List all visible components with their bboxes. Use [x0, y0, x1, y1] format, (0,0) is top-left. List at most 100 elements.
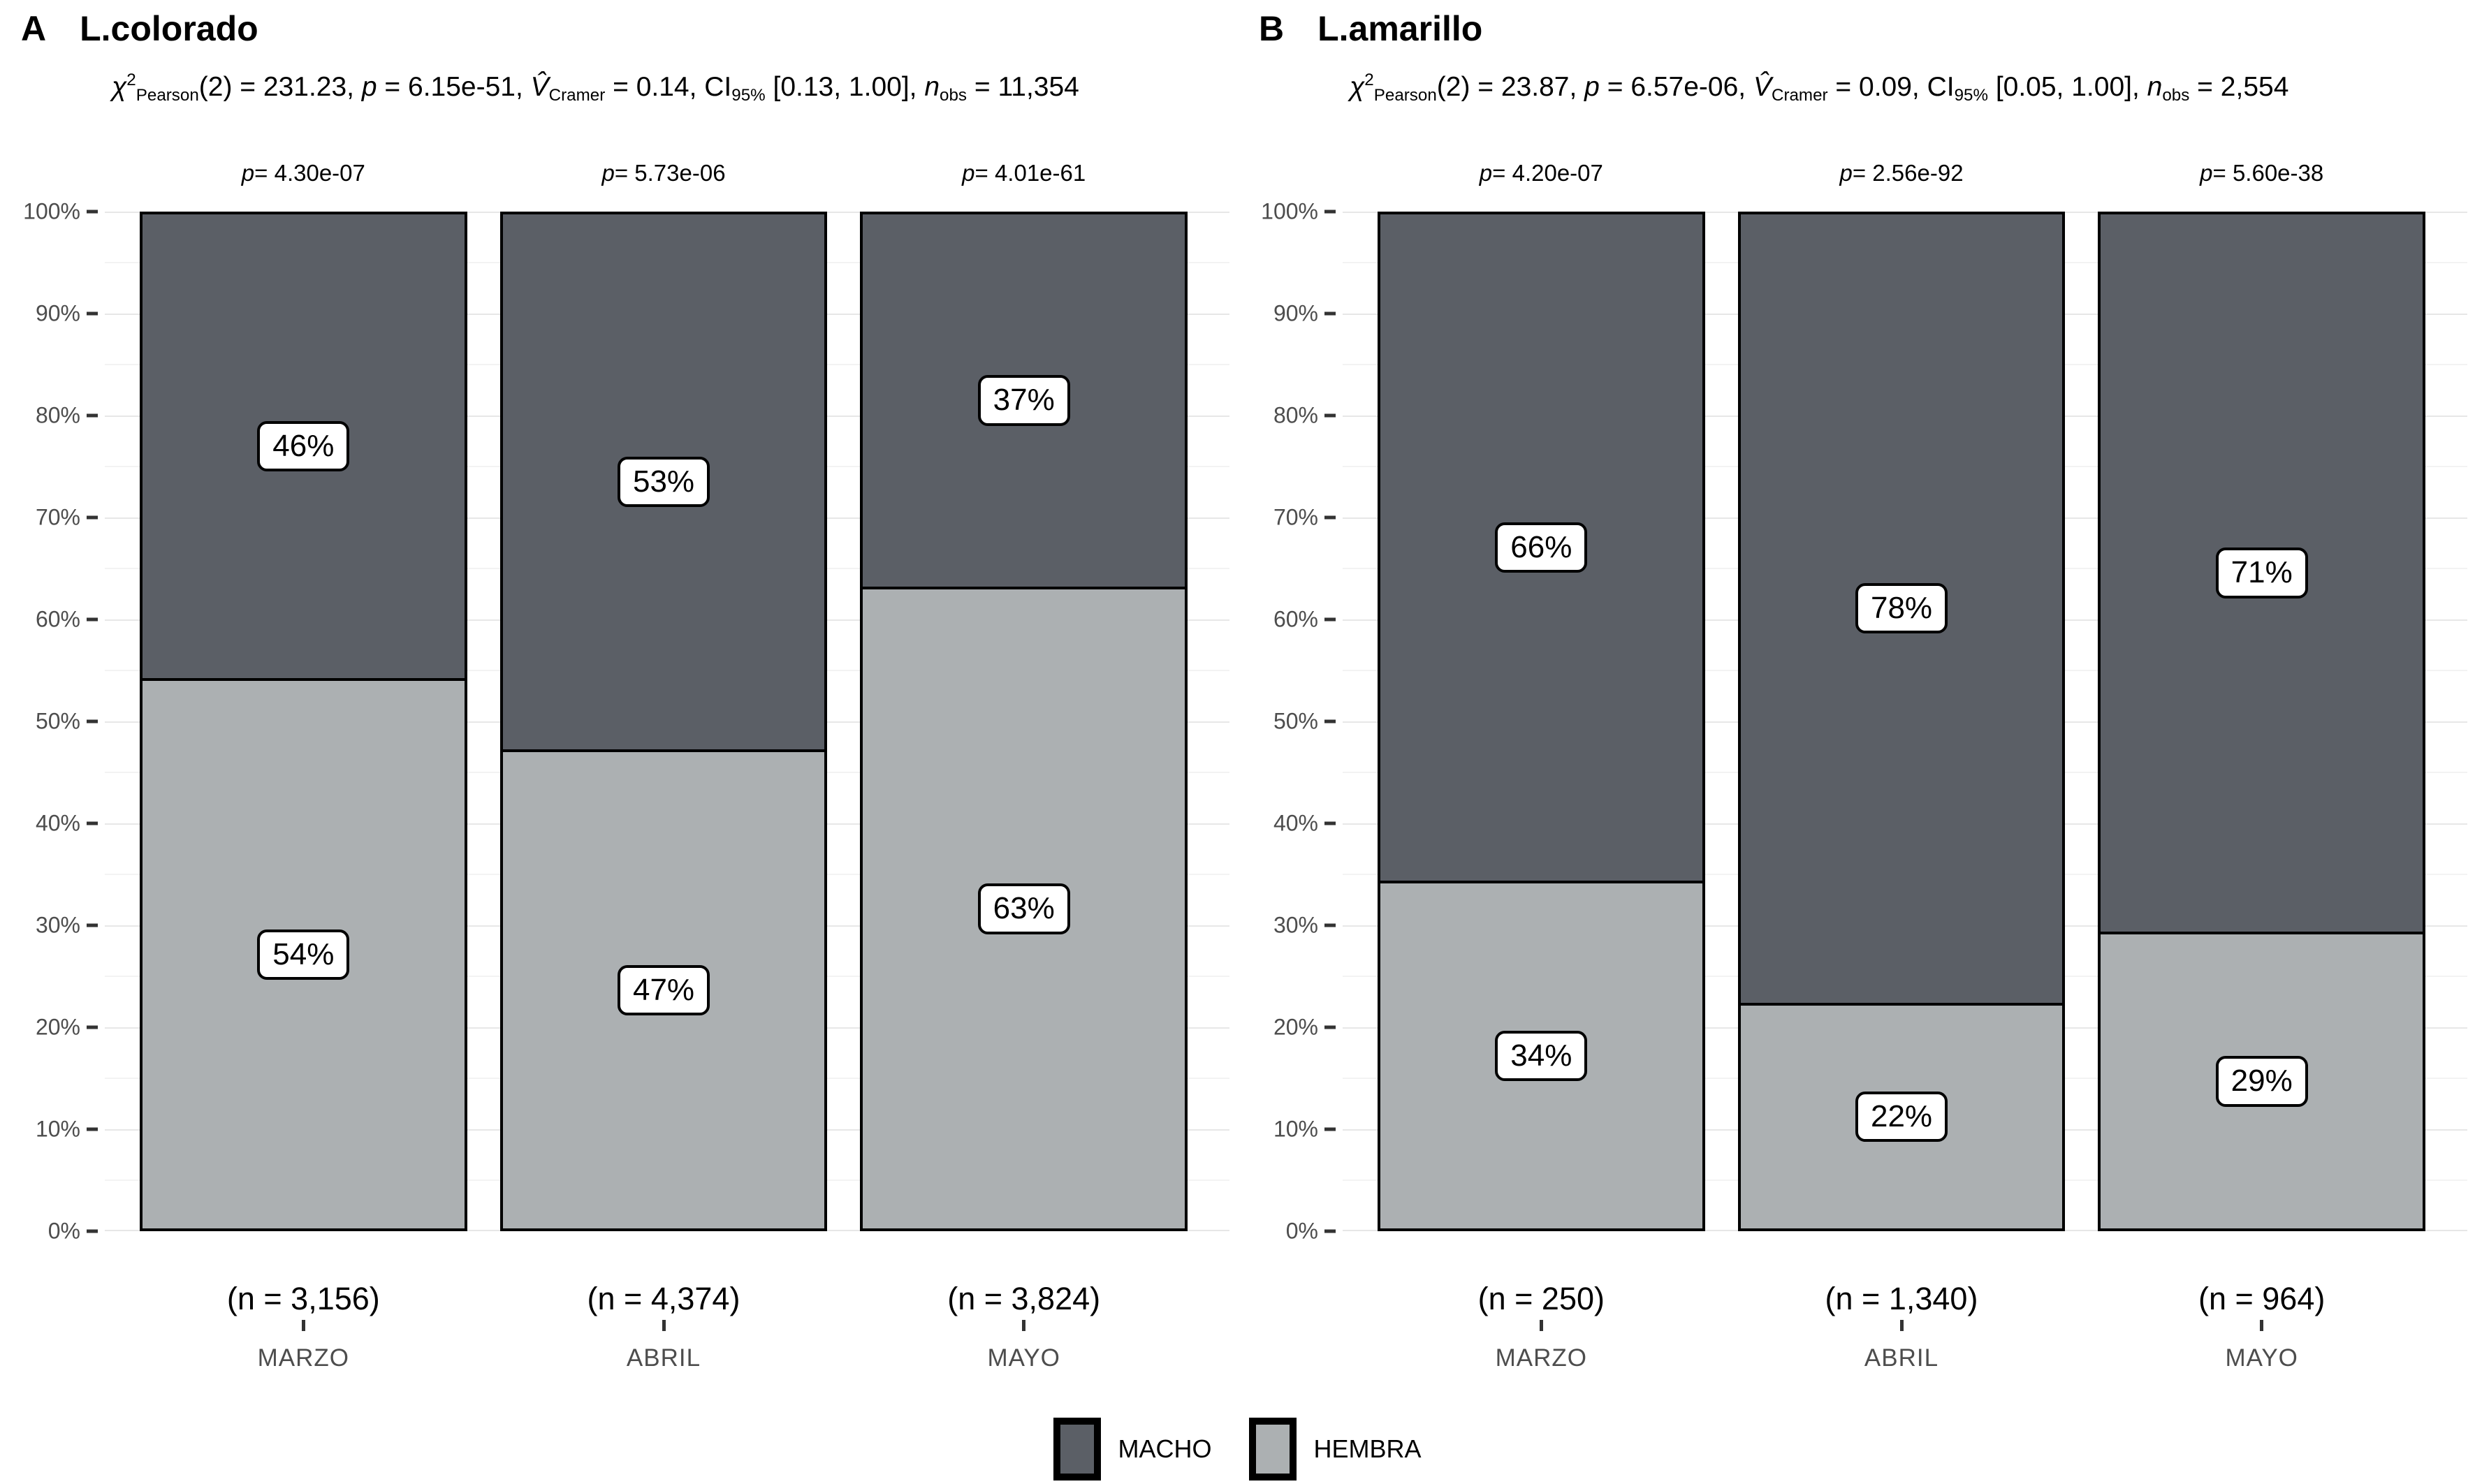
segment-macho: 78%	[1740, 214, 2063, 1006]
panel-tag-a: A	[21, 9, 47, 48]
y-axis-tick-mark	[1324, 617, 1336, 622]
y-axis-tick-mark	[87, 1127, 98, 1131]
y-tick: 0%	[1286, 1219, 1336, 1244]
stats-subtitle-a: χ2Pearson(2) = 231.23, p = 6.15e-51, V̂C…	[112, 71, 1079, 105]
y-tick: 20%	[36, 1015, 98, 1041]
y-axis-tick-label: 10%	[35, 1116, 80, 1142]
n-label: (n = 3,824)	[947, 1281, 1101, 1316]
bar-mayo: 71% 29%	[2098, 212, 2426, 1231]
y-axis-tick-mark	[87, 923, 98, 927]
x-axis-labels-b: MARZO ABRIL MAYO	[1343, 1342, 2467, 1374]
y-tick: 60%	[1273, 607, 1336, 633]
y-tick: 90%	[36, 301, 98, 327]
percent-label: 66%	[1495, 522, 1588, 573]
y-axis-tick-label: 30%	[35, 912, 80, 938]
panel-b-header: B L.amarillo	[1259, 8, 1482, 49]
p-value-annotation: p = 5.60e-38	[2200, 160, 2324, 186]
legend-item-macho: MACHO	[1053, 1418, 1211, 1481]
y-axis-tick-label: 40%	[35, 810, 80, 836]
n-label: (n = 1,340)	[1825, 1281, 1978, 1316]
y-axis-tick-mark	[87, 210, 98, 214]
x-tick	[1738, 1320, 2066, 1331]
y-tick: 40%	[1273, 811, 1336, 837]
y-axis-b: 100% 90% 80% 70% 60% 50% 40% 30% 20% 10%…	[1238, 199, 1336, 1244]
legend-swatch-macho	[1053, 1418, 1102, 1481]
y-tick: 80%	[36, 403, 98, 429]
n-labels-row-b: (n = 250) (n = 1,340) (n = 964)	[1343, 1278, 2467, 1320]
month-label: ABRIL	[626, 1344, 701, 1372]
y-axis-tick-mark	[1324, 719, 1336, 723]
y-tick: 10%	[1273, 1117, 1336, 1143]
y-axis-tick-mark	[87, 617, 98, 622]
y-axis-tick-label: 60%	[35, 606, 80, 632]
y-axis-tick-mark	[1324, 311, 1336, 316]
y-axis-tick-label: 10%	[1273, 1116, 1318, 1142]
segment-hembra: 63%	[863, 589, 1185, 1228]
month-label: MAYO	[987, 1344, 1060, 1372]
x-axis-tick-mark	[301, 1320, 305, 1331]
x-tick	[140, 1320, 467, 1331]
y-axis-tick-label: 40%	[1273, 810, 1318, 836]
n-label: (n = 4,374)	[587, 1281, 740, 1316]
y-axis-tick-label: 60%	[1273, 606, 1318, 632]
y-axis-tick-label: 0%	[1285, 1218, 1318, 1244]
month-label: MAYO	[2225, 1344, 2298, 1372]
legend: MACHO HEMBRA	[0, 1418, 2475, 1481]
x-axis-tick-mark	[662, 1320, 666, 1331]
stats-subtitle-b: χ2Pearson(2) = 23.87, p = 6.57e-06, V̂Cr…	[1350, 71, 2289, 105]
x-tick	[500, 1320, 828, 1331]
y-tick: 100%	[23, 199, 98, 225]
y-axis-tick-label: 90%	[35, 300, 80, 326]
y-axis-tick-mark	[87, 1025, 98, 1029]
y-axis-tick-mark	[1324, 923, 1336, 927]
bar-marzo: 46% 54%	[140, 212, 467, 1231]
y-axis-tick-mark	[87, 1229, 98, 1233]
y-axis-tick-mark	[87, 515, 98, 520]
month-label: MARZO	[1495, 1344, 1588, 1372]
x-axis-ticks-a	[105, 1320, 1229, 1331]
n-label: (n = 964)	[2198, 1281, 2326, 1316]
y-axis-tick-label: 50%	[1273, 708, 1318, 734]
y-tick: 20%	[1273, 1015, 1336, 1041]
y-axis-tick-mark	[1324, 515, 1336, 520]
y-axis-tick-mark	[87, 719, 98, 723]
percent-label: 22%	[1855, 1092, 1948, 1143]
p-values-row-b: p = 4.20e-07 p = 2.56e-92 p = 5.60e-38	[1343, 155, 2467, 191]
panel-title-a: L.colorado	[80, 9, 258, 48]
y-axis-tick-mark	[87, 311, 98, 316]
x-axis-tick-mark	[1899, 1320, 1904, 1331]
x-axis-labels-a: MARZO ABRIL MAYO	[105, 1342, 1229, 1374]
x-tick	[1378, 1320, 1705, 1331]
n-label: (n = 3,156)	[226, 1281, 380, 1316]
p-value-annotation: p = 2.56e-92	[1839, 160, 1964, 186]
plot-area-a: 46% 54% 53% 47% 37% 63%	[105, 212, 1229, 1231]
percent-label: 29%	[2215, 1056, 2308, 1107]
y-axis-tick-label: 100%	[23, 198, 80, 224]
y-axis-tick-label: 20%	[1273, 1014, 1318, 1040]
y-tick: 40%	[36, 811, 98, 837]
y-tick: 0%	[48, 1219, 98, 1244]
legend-item-hembra: HEMBRA	[1249, 1418, 1422, 1481]
y-tick: 70%	[36, 505, 98, 531]
segment-hembra: 29%	[2101, 934, 2423, 1228]
y-tick: 80%	[1273, 403, 1336, 429]
panel-title-b: L.amarillo	[1317, 9, 1483, 48]
y-axis-tick-label: 80%	[35, 402, 80, 428]
percent-label: 37%	[977, 375, 1070, 426]
y-axis-tick-label: 0%	[48, 1218, 80, 1244]
segment-hembra: 47%	[502, 751, 825, 1228]
p-values-row-a: p = 4.30e-07 p = 5.73e-06 p = 4.01e-61	[105, 155, 1229, 191]
y-axis-tick-mark	[1324, 413, 1336, 418]
p-value-annotation: p = 4.01e-61	[962, 160, 1086, 186]
y-tick: 30%	[36, 913, 98, 939]
segment-hembra: 22%	[1740, 1005, 2063, 1228]
legend-label-hembra: HEMBRA	[1313, 1434, 1422, 1463]
panel-tag-b: B	[1259, 9, 1285, 48]
x-axis-tick-mark	[1022, 1320, 1026, 1331]
y-axis-tick-mark	[1324, 1025, 1336, 1029]
x-axis-tick-mark	[1539, 1320, 1543, 1331]
month-label: ABRIL	[1864, 1344, 1939, 1372]
segment-hembra: 34%	[1380, 883, 1702, 1228]
p-value-annotation: p = 4.30e-07	[241, 160, 365, 186]
p-value-annotation: p = 4.20e-07	[1479, 160, 1603, 186]
